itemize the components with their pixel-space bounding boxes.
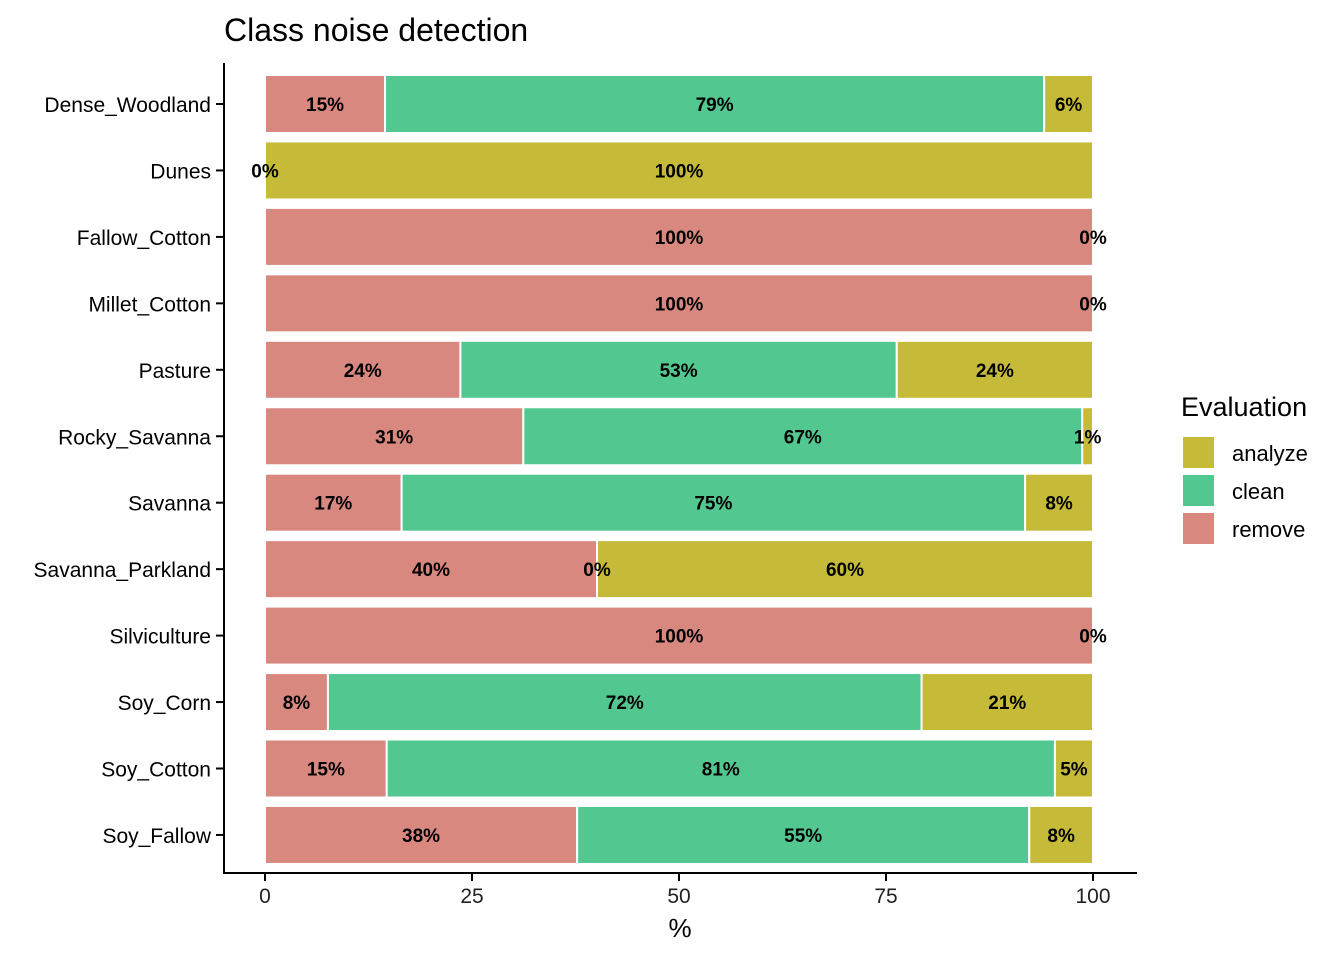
x-tick-label: 50 xyxy=(667,885,690,908)
data-label: 72% xyxy=(606,693,644,714)
legend-label: remove xyxy=(1232,517,1305,542)
bar-segment-clean xyxy=(400,472,1027,533)
data-label: 53% xyxy=(660,361,698,382)
bar-segment-analyze xyxy=(1081,406,1094,467)
data-label: 8% xyxy=(283,693,311,714)
data-label: 8% xyxy=(1045,494,1073,515)
data-label: 79% xyxy=(696,95,734,116)
data-label: 24% xyxy=(976,361,1014,382)
y-tick-label: Dense_Woodland xyxy=(44,94,211,117)
data-label: 75% xyxy=(694,494,732,515)
data-label: 60% xyxy=(826,560,864,581)
bar-segment-clean xyxy=(385,738,1056,799)
data-label: 5% xyxy=(1060,760,1088,781)
legend-label: analyze xyxy=(1232,441,1308,466)
legend-label: clean xyxy=(1232,479,1285,504)
data-label: 15% xyxy=(306,95,344,116)
data-label: 0% xyxy=(583,560,611,581)
bar-segment-analyze xyxy=(1028,804,1095,865)
data-label: 31% xyxy=(375,427,413,448)
bar-segment-analyze xyxy=(1024,472,1095,533)
bar-segment-clean xyxy=(326,672,923,733)
data-label: 8% xyxy=(1047,826,1075,847)
x-tick-label: 75 xyxy=(874,885,897,908)
data-label: 0% xyxy=(1079,228,1107,249)
bar-segment-clean xyxy=(576,804,1031,865)
bar-segment-remove xyxy=(264,339,462,400)
data-label: 100% xyxy=(655,627,704,648)
y-tick-label: Pasture xyxy=(139,360,211,383)
y-tick-label: Savanna xyxy=(128,493,211,516)
data-label: 1% xyxy=(1074,427,1102,448)
bar-segment-remove xyxy=(264,605,1094,666)
y-tick-label: Dunes xyxy=(150,160,211,183)
bar-segment-remove xyxy=(264,539,599,600)
bar-segment-remove xyxy=(264,672,329,733)
legend-key-remove xyxy=(1183,513,1214,544)
data-label: 17% xyxy=(314,494,352,515)
bar-segment-analyze xyxy=(264,140,1094,201)
y-tick-label: Millet_Cotton xyxy=(88,293,211,316)
bar-segment-analyze xyxy=(1053,738,1094,799)
legend-key-clean xyxy=(1183,475,1214,506)
y-tick-label: Silviculture xyxy=(109,626,211,649)
data-label: 55% xyxy=(784,826,822,847)
bar-segment-remove xyxy=(264,273,1094,334)
x-tick-label: 100 xyxy=(1075,885,1110,908)
data-label: 100% xyxy=(655,294,704,315)
data-label: 21% xyxy=(988,693,1026,714)
bar-segment-remove xyxy=(264,206,1094,267)
x-axis-label: % xyxy=(668,913,691,943)
y-tick-label: Soy_Cotton xyxy=(101,759,211,782)
bar-segment-clean xyxy=(384,74,1046,134)
bar-segment-analyze xyxy=(920,672,1094,733)
bar-segment-remove xyxy=(264,74,387,134)
x-tick-label: 25 xyxy=(460,885,483,908)
data-label: 81% xyxy=(702,760,740,781)
bar-segment-remove xyxy=(264,472,403,533)
data-label: 38% xyxy=(402,826,440,847)
data-label: 6% xyxy=(1055,95,1083,116)
data-label: 24% xyxy=(344,361,382,382)
y-tick-label: Savanna_Parkland xyxy=(34,559,211,582)
bar-segment-analyze xyxy=(1043,74,1094,134)
y-tick-label: Rocky_Savanna xyxy=(58,426,211,449)
y-tick-label: Fallow_Cotton xyxy=(77,227,211,250)
bar-segment-remove xyxy=(264,804,579,865)
data-label: 0% xyxy=(251,161,279,182)
bar-segment-analyze xyxy=(895,339,1094,400)
legend-key-analyze xyxy=(1183,437,1214,468)
data-label: 67% xyxy=(784,427,822,448)
y-tick-label: Soy_Corn xyxy=(118,692,211,715)
y-tick-label: Soy_Fallow xyxy=(102,825,211,848)
data-label: 40% xyxy=(412,560,450,581)
data-label: 100% xyxy=(655,161,704,182)
bar-segment-clean xyxy=(459,339,898,400)
bar-segment-analyze xyxy=(596,539,1094,600)
data-label: 0% xyxy=(1079,627,1107,648)
legend-title: Evaluation xyxy=(1181,392,1307,422)
data-label: 0% xyxy=(1079,294,1107,315)
chart-title: Class noise detection xyxy=(224,12,528,48)
bar-segment-remove xyxy=(264,406,525,467)
data-label: 15% xyxy=(307,760,345,781)
data-label: 100% xyxy=(655,228,704,249)
x-tick-label: 0 xyxy=(259,885,271,908)
